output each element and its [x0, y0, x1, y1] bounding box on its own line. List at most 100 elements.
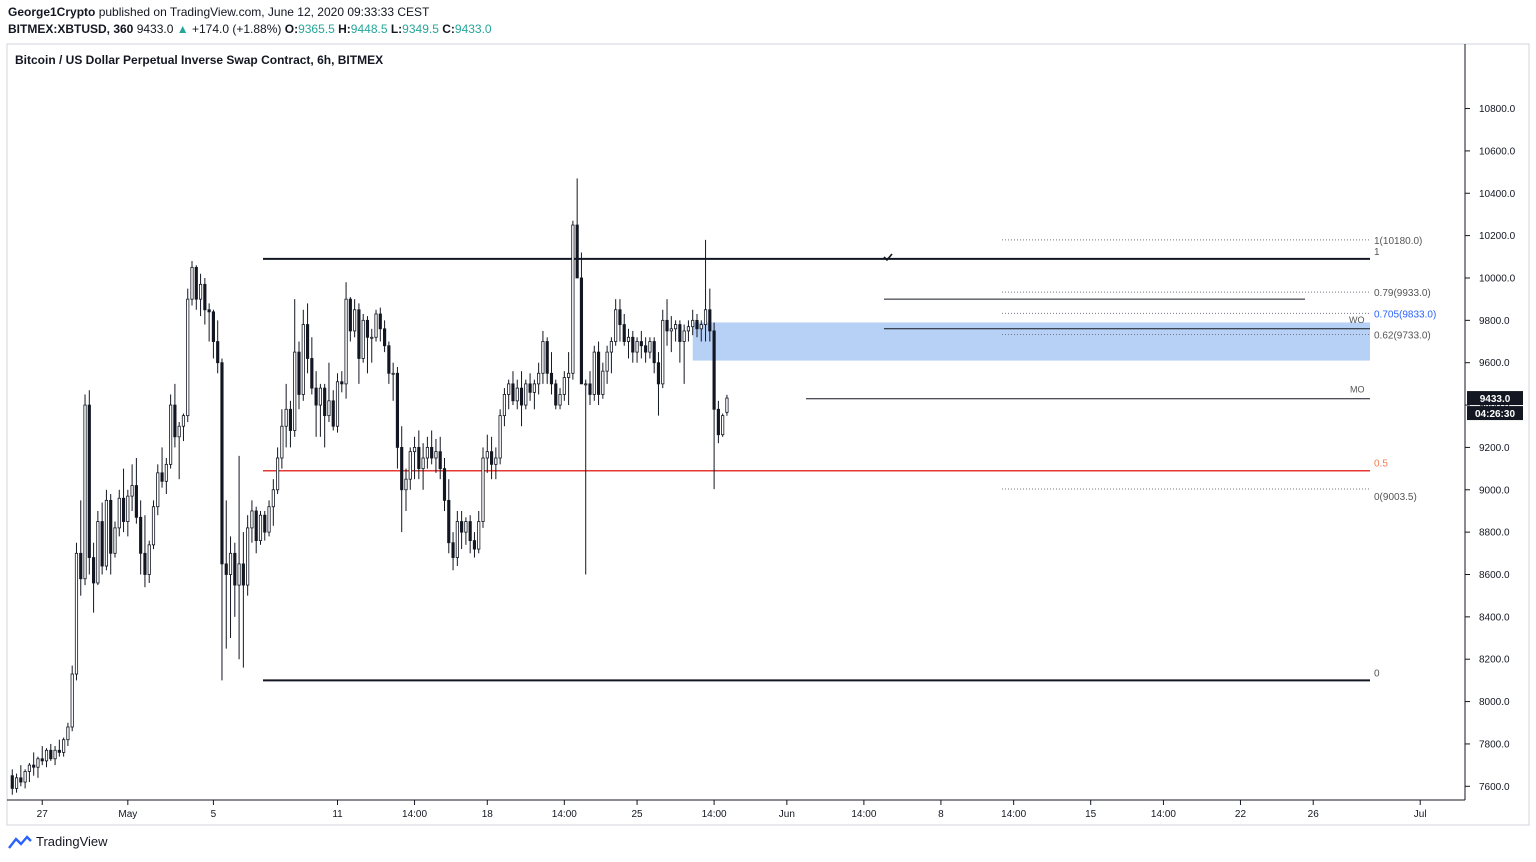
candle-up [181, 415, 186, 427]
candle-down [447, 499, 451, 544]
candle-up [661, 319, 665, 385]
fib-1-label: 1(10180.0) [1374, 236, 1422, 247]
candle-down [194, 266, 198, 300]
candle-up [686, 326, 691, 332]
candle-up [626, 336, 631, 342]
candle-down [460, 521, 464, 533]
candle-down [79, 552, 83, 580]
price-tags: 9433.0 04:26:30 [1467, 391, 1523, 421]
candle-down [430, 447, 434, 459]
candle-up [83, 404, 87, 580]
candle-up [721, 415, 725, 436]
candle-down [417, 447, 421, 469]
tradingview-footer[interactable]: TradingView [8, 834, 108, 849]
candle-up [246, 527, 250, 586]
candle-down [554, 383, 558, 406]
candle-down [712, 330, 716, 410]
candle-up [198, 283, 203, 300]
high-label: H: [338, 22, 351, 36]
level-labels: 1(10180.0)1 0.79(9933.0) 0.705(9833.0) 0.62… [883, 236, 1436, 679]
candle-down [579, 277, 584, 385]
candle-up [614, 309, 618, 342]
candle-down [49, 749, 53, 760]
candle-up [425, 447, 429, 459]
level-lines [263, 239, 1370, 682]
mo-label: MO [1350, 385, 1365, 395]
candle-up [335, 381, 340, 427]
price-tick-label: 10200.0 [1479, 231, 1516, 242]
candle-up [70, 673, 74, 728]
author-name[interactable]: George1Crypto [8, 5, 96, 19]
low-label: L: [390, 22, 403, 36]
candle-down [387, 345, 391, 374]
chart-title: Bitcoin / US Dollar Perpetual Inverse Sw… [15, 53, 383, 67]
time-tick-label: 14:00 [702, 809, 727, 820]
candle-up [14, 777, 19, 789]
candle-down [442, 468, 447, 501]
candle-down [596, 351, 601, 395]
candle-down [528, 383, 532, 393]
candle-up [62, 739, 66, 753]
time-tick-label: 14:00 [1151, 809, 1176, 820]
candle-up [477, 521, 481, 550]
price-tick-label: 9000.0 [1479, 485, 1510, 496]
candle-up [524, 383, 528, 406]
price-tick-label: 7800.0 [1479, 739, 1510, 750]
candle-up [284, 408, 288, 427]
candle-up [691, 319, 695, 328]
time-tick-label: 5 [211, 809, 217, 820]
time-tick-label: Jun [779, 809, 795, 820]
tradingview-logo-icon [8, 834, 32, 849]
range-high-label: 1 [1374, 247, 1380, 258]
candle-up [532, 383, 536, 393]
tradingview-brand: TradingView [36, 834, 108, 849]
time-tick-label: 14:00 [402, 809, 427, 820]
candle-down [263, 514, 267, 533]
candle-up [674, 324, 678, 330]
candle-up [327, 400, 331, 417]
candle-up [276, 457, 280, 491]
candle-down [340, 381, 344, 385]
candle-down [92, 557, 96, 584]
candle-down [472, 540, 477, 550]
price-tick-label: 10000.0 [1479, 273, 1516, 284]
candle-up [147, 544, 151, 575]
symbol-label[interactable]: BITMEX:XBTUSD, 360 [8, 22, 134, 36]
candle-up [507, 383, 511, 395]
fib-079-label: 0.79(9933.0) [1374, 288, 1431, 299]
candle-up [494, 457, 498, 465]
candle-up [66, 726, 70, 741]
candle-down [695, 319, 699, 330]
candle-up [464, 521, 468, 533]
time-tick-label: 14:00 [851, 809, 876, 820]
last-price: 9433.0 [136, 22, 174, 36]
price-tick-label: 8800.0 [1479, 528, 1510, 539]
candle-up [44, 749, 49, 762]
candle-down [631, 336, 635, 353]
candle-down [708, 309, 712, 332]
candle-down [331, 400, 335, 427]
candle-down [545, 341, 549, 374]
candle-down [134, 485, 138, 518]
close-value: 9433.0 [454, 22, 492, 36]
publish-info: George1Crypto published on TradingView.c… [8, 5, 429, 19]
candles [10, 178, 729, 795]
candle-up [558, 394, 562, 406]
candle-down [216, 341, 220, 364]
candle-down [378, 313, 382, 330]
candle-down [160, 472, 164, 482]
candle-down [451, 542, 455, 558]
candle-up [353, 309, 357, 332]
range-low-label: 0 [1374, 668, 1380, 679]
candle-up [250, 510, 254, 529]
candle-up [404, 478, 408, 491]
candle-up [485, 451, 489, 459]
time-tick-label: 26 [1308, 809, 1320, 820]
candle-up [609, 341, 613, 353]
price-tick-label: 10600.0 [1479, 146, 1516, 157]
published-text: published on TradingView.com, June 12, 2… [98, 5, 430, 19]
candle-down [438, 451, 442, 469]
candle-up [481, 457, 485, 522]
candle-down [207, 309, 211, 313]
